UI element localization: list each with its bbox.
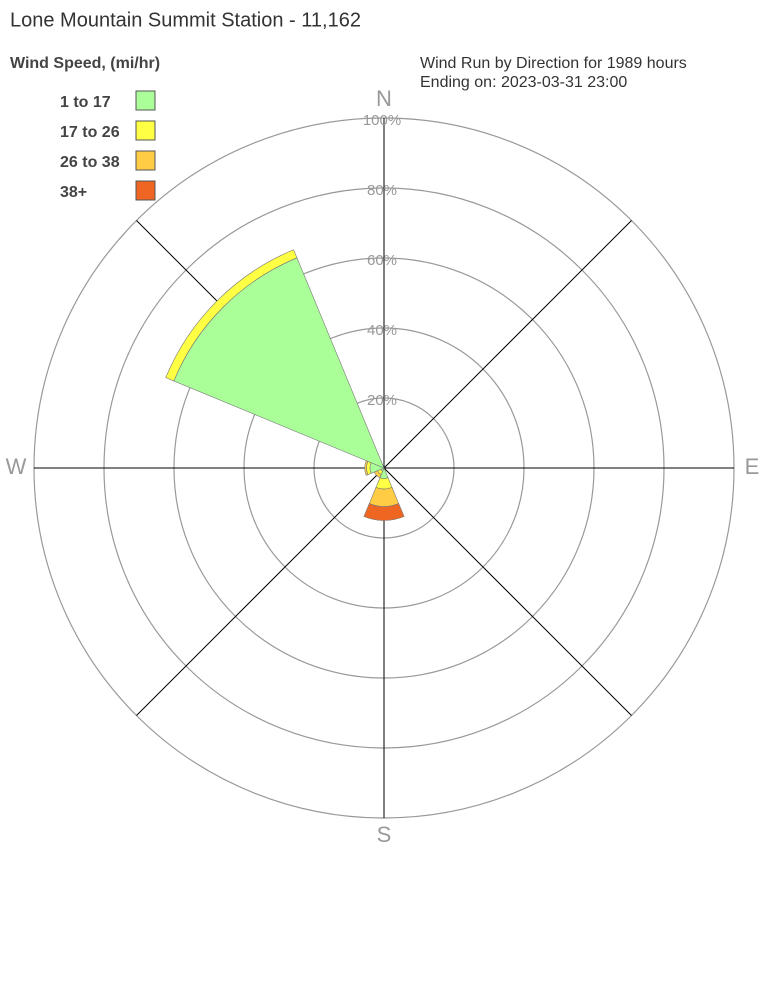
direction-label: S [377, 822, 392, 847]
r-tick-label: 40% [367, 322, 397, 339]
r-tick-label: 20% [367, 392, 397, 409]
legend-label: 38+ [60, 184, 87, 201]
wind-sector [165, 249, 298, 382]
direction-label: N [376, 86, 392, 111]
subtitle: Ending on: 2023-03-31 23:00 [420, 74, 627, 91]
chart-title: Lone Mountain Summit Station - 11,162 [10, 9, 361, 31]
legend-swatch [135, 180, 156, 201]
wind-sector [375, 477, 393, 490]
r-tick-label: 100% [363, 112, 401, 129]
legend-label: 17 to 26 [60, 124, 120, 141]
r-tick-label: 60% [367, 252, 397, 269]
legend-swatch [135, 150, 156, 171]
wind-sector [368, 487, 400, 507]
legend-title: Wind Speed, (mi/hr) [10, 55, 160, 72]
subtitle: Wind Run by Direction for 1989 hours [420, 55, 687, 72]
legend-label: 26 to 38 [60, 154, 120, 171]
direction-label: W [6, 454, 27, 479]
legend-label: 1 to 17 [60, 94, 111, 111]
legend-swatch [135, 90, 156, 111]
wind-sector [363, 503, 405, 521]
r-tick-label: 80% [367, 182, 397, 199]
direction-label: E [745, 454, 760, 479]
legend-swatch [135, 120, 156, 141]
